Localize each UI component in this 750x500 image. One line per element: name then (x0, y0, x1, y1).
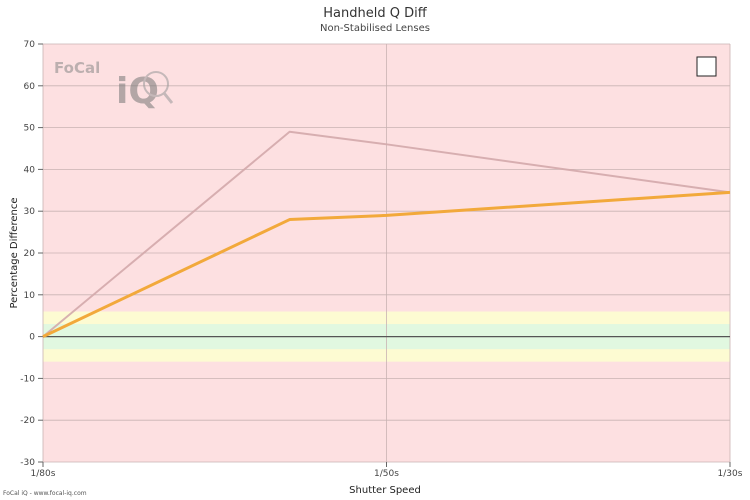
focal-iq-logo: FoCal iQ (54, 59, 174, 112)
magnifier-icon (143, 71, 169, 97)
chart-title: Handheld Q Diff (323, 6, 427, 21)
y-axis-label: Percentage Difference (9, 198, 20, 309)
x-tick-label: 1/80s (31, 469, 56, 479)
y-tick-label: 10 (24, 291, 36, 301)
series-line-0 (42, 130, 731, 338)
x-tick-label: 1/50s (374, 469, 399, 479)
x-tick-label: 1/30s (718, 469, 743, 479)
y-tick-label: 40 (24, 165, 36, 175)
y-tick-label: 30 (24, 207, 36, 217)
legend-box[interactable] (696, 56, 717, 77)
y-tick-label: 0 (29, 333, 35, 343)
y-tick-label: 50 (24, 124, 36, 134)
y-axis-ticks: -30 -20 -10 0 10 20 30 40 50 60 70 (20, 40, 43, 468)
logo-brand-text: FoCal (54, 59, 100, 77)
series-group (42, 130, 731, 338)
series-line-1 (42, 190, 731, 338)
y-tick-label: 60 (24, 82, 36, 92)
magnifier-handle (162, 92, 174, 104)
x-axis-ticks: 1/80s 1/50s 1/30s (31, 462, 743, 479)
y-tick-label: 70 (24, 40, 36, 50)
grid-lines (42, 43, 731, 463)
x-axis-label: Shutter Speed (349, 485, 421, 496)
logo-mark-text: iQ (116, 71, 159, 112)
footer-credit: FoCal iQ - www.focal-iq.com (3, 490, 87, 497)
y-tick-label: -10 (20, 374, 35, 384)
y-tick-label: -30 (20, 458, 35, 468)
y-tick-label: -20 (20, 416, 35, 426)
y-tick-label: 20 (24, 249, 36, 259)
chart-subtitle: Non-Stabilised Lenses (320, 23, 430, 34)
